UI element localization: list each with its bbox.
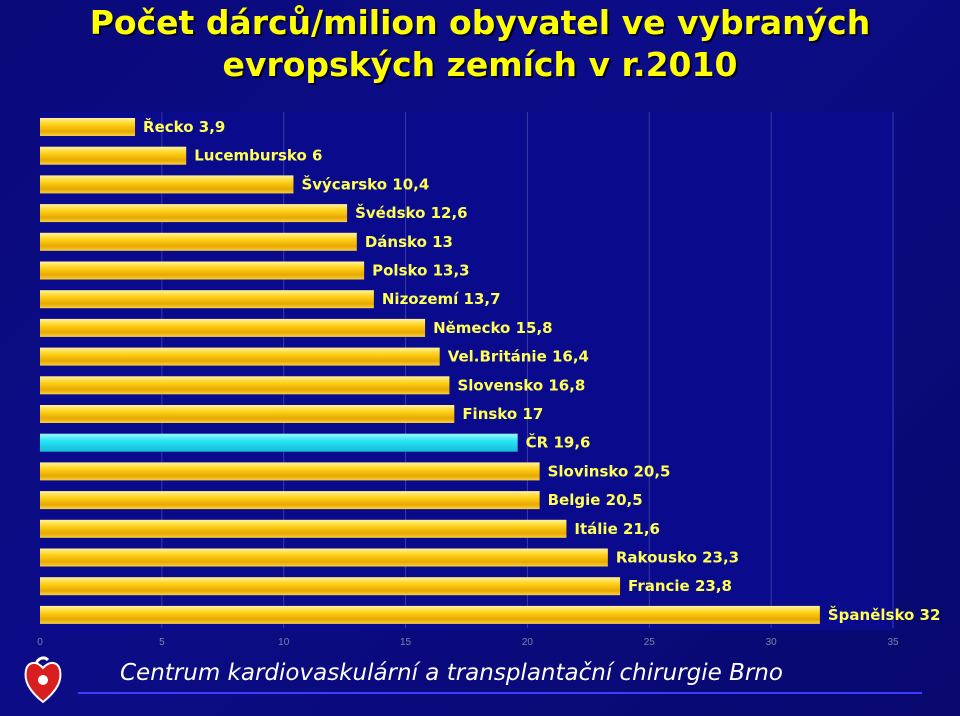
slide-title: Počet dárců/milion obyvatel ve vybraných… bbox=[0, 2, 960, 86]
bars bbox=[40, 118, 820, 624]
x-tick-label: 25 bbox=[644, 637, 656, 648]
bar-label: Polsko 13,3 bbox=[372, 262, 469, 280]
bar bbox=[40, 204, 348, 223]
gridlines bbox=[161, 112, 894, 628]
x-tick-label: 20 bbox=[522, 637, 534, 648]
bar-label: Lucembursko 6 bbox=[194, 147, 322, 165]
bar-label: ČR 19,6 bbox=[526, 433, 591, 452]
x-tick-label: 5 bbox=[159, 637, 165, 648]
bar-label: Slovinsko 20,5 bbox=[548, 462, 671, 480]
footer-divider bbox=[78, 692, 922, 694]
bar bbox=[40, 548, 608, 567]
bar-label: Švédsko 12,6 bbox=[355, 203, 468, 222]
bar bbox=[40, 577, 621, 596]
footer-institution: Centrum kardiovaskulární a transplantačn… bbox=[120, 660, 783, 686]
x-tick-label: 0 bbox=[37, 637, 43, 648]
heart-logo-icon bbox=[24, 656, 62, 704]
title-line-2: evropských zemích v r.2010 bbox=[222, 45, 738, 84]
bar bbox=[40, 347, 440, 366]
bar bbox=[40, 491, 540, 510]
x-tick-label: 15 bbox=[400, 637, 412, 648]
bar bbox=[40, 433, 518, 452]
bar-label: Belgie 20,5 bbox=[548, 491, 643, 509]
x-tick-label: 10 bbox=[278, 637, 290, 648]
bar-label: Německo 15,8 bbox=[433, 319, 553, 337]
bar-label: Slovensko 16,8 bbox=[457, 376, 585, 394]
bar bbox=[40, 261, 365, 280]
bar bbox=[40, 519, 567, 538]
bar-label: Nizozemí 13,7 bbox=[382, 290, 501, 308]
bar-label: Dánsko 13 bbox=[365, 233, 453, 251]
title-line-1: Počet dárců/milion obyvatel ve vybraných bbox=[89, 3, 871, 42]
bar-labels: Řecko 3,9 Lucembursko 6 Švýcarsko 10,4 Švéd… bbox=[143, 117, 940, 624]
x-tick-label: 35 bbox=[887, 637, 899, 648]
plot-area bbox=[40, 112, 895, 630]
bar bbox=[40, 405, 455, 423]
bar-label: Francie 23,8 bbox=[628, 577, 732, 595]
bar-label: Švýcarsko 10,4 bbox=[301, 174, 429, 193]
bar-label: Finsko 17 bbox=[462, 405, 543, 423]
bar-label: Itálie 21,6 bbox=[574, 520, 660, 538]
bar bbox=[40, 376, 450, 395]
bar bbox=[40, 175, 294, 194]
bar bbox=[40, 605, 820, 624]
x-axis-ticks: 0 5 10 15 20 25 30 35 bbox=[37, 637, 899, 648]
bar-label: Španělsko 32 bbox=[828, 605, 941, 624]
bar bbox=[40, 318, 426, 337]
x-tick-label: 30 bbox=[766, 637, 778, 648]
bar bbox=[40, 118, 136, 136]
bar bbox=[40, 146, 187, 165]
bar bbox=[40, 462, 540, 481]
bar bbox=[40, 290, 374, 309]
bar-label: Řecko 3,9 bbox=[143, 117, 225, 136]
bar-label: Vel.Británie 16,4 bbox=[448, 348, 589, 366]
bar bbox=[40, 232, 357, 251]
bar-label: Rakousko 23,3 bbox=[616, 549, 739, 567]
